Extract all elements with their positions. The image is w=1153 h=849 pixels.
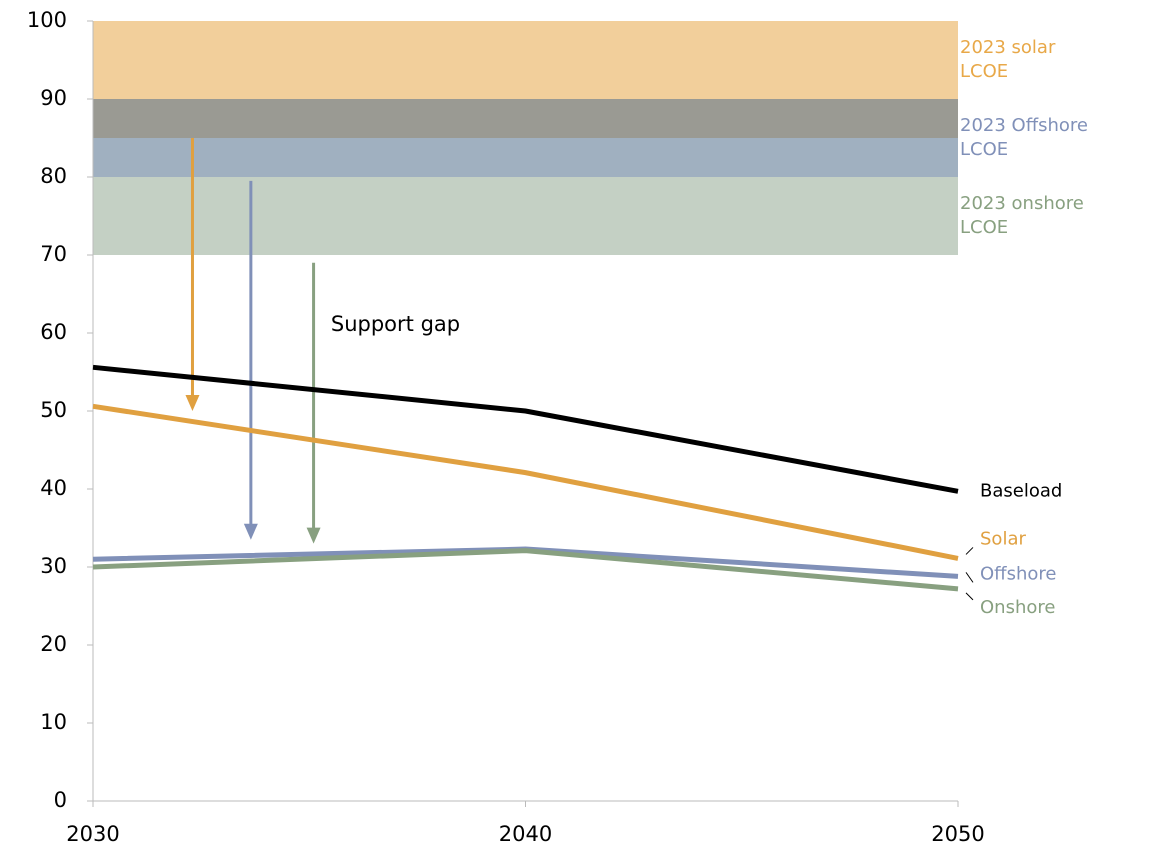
band-label: LCOE bbox=[960, 61, 1008, 82]
band-label: 2023 Offshore bbox=[960, 115, 1088, 136]
x-tick-label: 2030 bbox=[66, 822, 119, 846]
y-tick-label: 10 bbox=[40, 710, 67, 734]
y-tick-label: 20 bbox=[40, 632, 67, 656]
band-label: LCOE bbox=[960, 139, 1008, 160]
y-tick-label: 40 bbox=[40, 476, 67, 500]
x-tick-label: 2040 bbox=[499, 822, 552, 846]
x-tick-label: 2050 bbox=[931, 822, 984, 846]
arrow-head bbox=[243, 523, 258, 540]
y-tick-label: 90 bbox=[40, 86, 67, 110]
lcoe-band bbox=[93, 99, 958, 177]
y-tick-label: 70 bbox=[40, 242, 67, 266]
arrow-head bbox=[185, 395, 200, 411]
leader-line bbox=[965, 592, 974, 601]
leader-line bbox=[965, 547, 974, 555]
lcoe-band bbox=[93, 177, 958, 255]
series-label: Baseload bbox=[980, 480, 1062, 501]
y-tick-label: 30 bbox=[40, 554, 67, 578]
y-tick-label: 60 bbox=[40, 320, 67, 344]
series-label: Offshore bbox=[980, 563, 1056, 584]
leader-line bbox=[965, 572, 974, 583]
y-tick-label: 100 bbox=[27, 8, 67, 32]
series-label: Solar bbox=[980, 528, 1026, 549]
annotation: Support gap bbox=[331, 312, 460, 336]
band-label: 2023 solar bbox=[960, 37, 1056, 58]
series-line bbox=[92, 403, 959, 561]
band-label: 2023 onshore bbox=[960, 193, 1084, 214]
arrow-head bbox=[306, 527, 321, 544]
y-tick-label: 80 bbox=[40, 164, 67, 188]
y-tick-label: 50 bbox=[40, 398, 67, 422]
series-line bbox=[92, 364, 959, 494]
y-tick-label: 0 bbox=[54, 788, 67, 812]
series-label: Onshore bbox=[980, 597, 1055, 618]
band-label: LCOE bbox=[960, 217, 1008, 238]
series-line bbox=[92, 548, 959, 592]
